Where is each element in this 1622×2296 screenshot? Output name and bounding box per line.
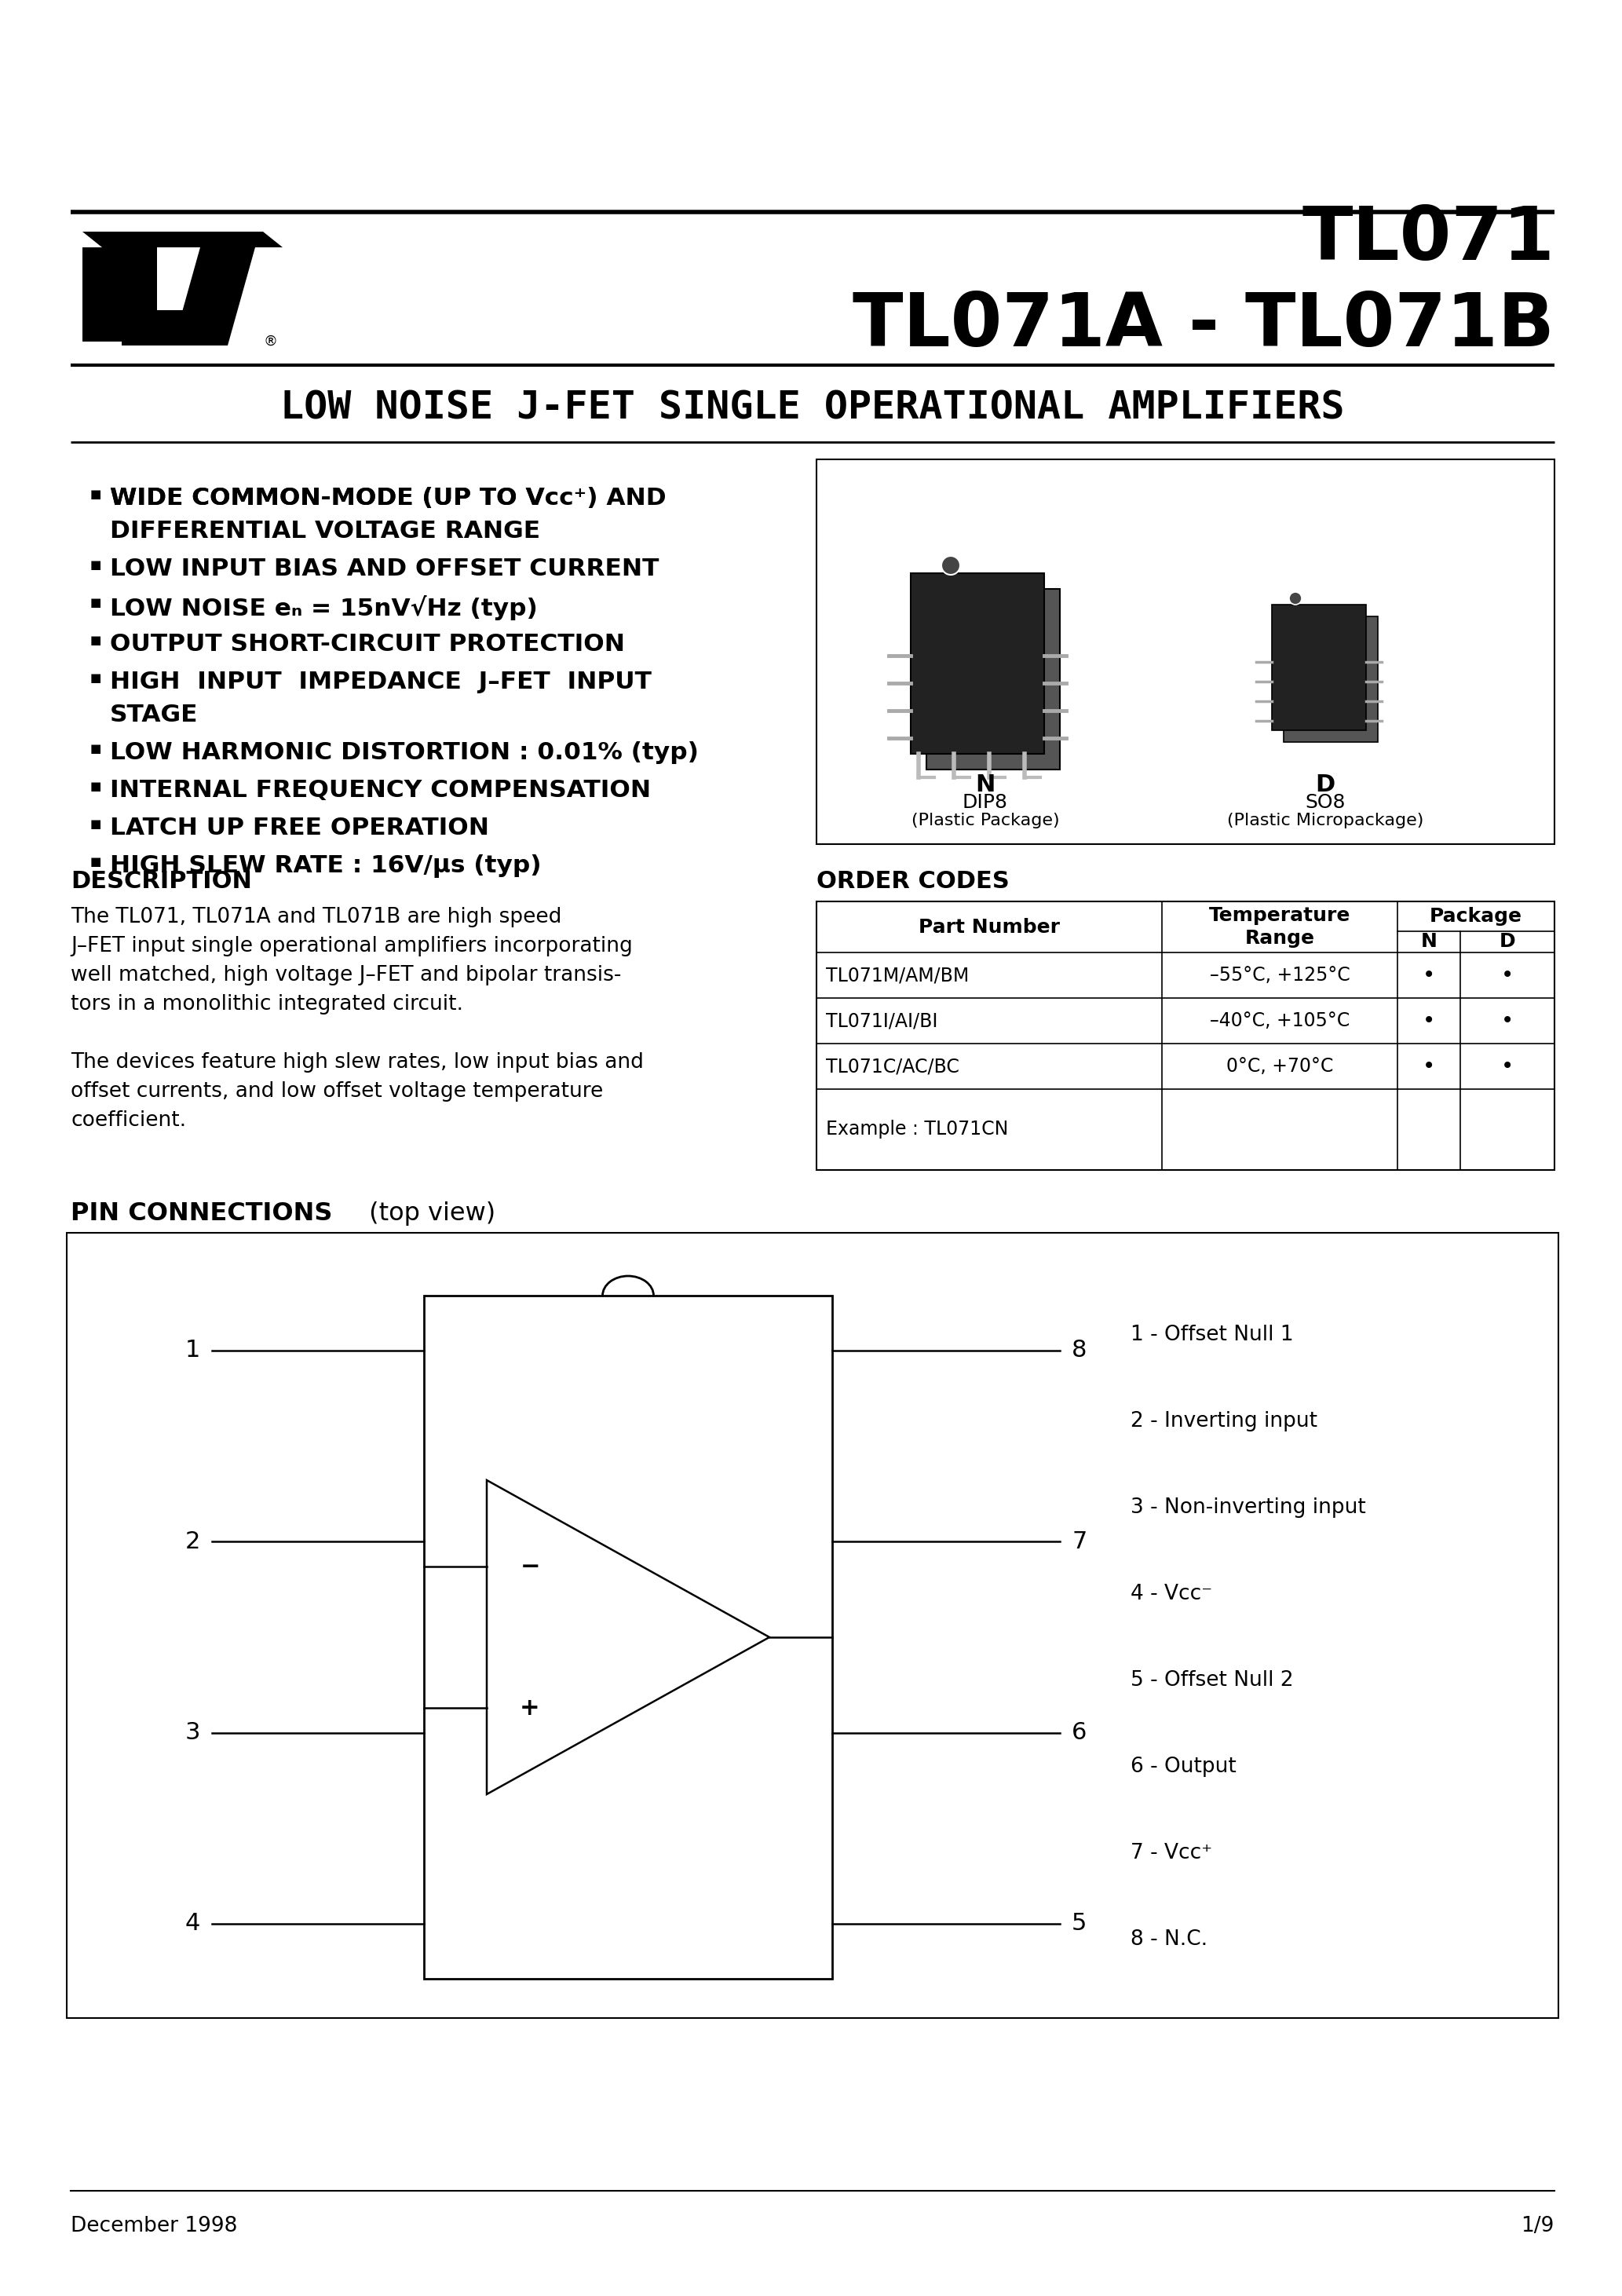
Text: 1 - Offset Null 1: 1 - Offset Null 1 <box>1131 1325 1293 1345</box>
Text: LOW HARMONIC DISTORTION : 0.01% (typ): LOW HARMONIC DISTORTION : 0.01% (typ) <box>110 742 699 765</box>
Text: •: • <box>1422 1056 1435 1077</box>
Text: The devices feature high slew rates, low input bias and
offset currents, and low: The devices feature high slew rates, low… <box>71 1052 644 1130</box>
Text: –40°C, +105°C: –40°C, +105°C <box>1210 1010 1350 1031</box>
Text: ■: ■ <box>91 744 102 755</box>
Text: LOW NOISE eₙ = 15nV√Hz (typ): LOW NOISE eₙ = 15nV√Hz (typ) <box>110 595 537 620</box>
Text: –55°C, +125°C: –55°C, +125°C <box>1210 967 1350 985</box>
Text: ■: ■ <box>91 597 102 608</box>
Circle shape <box>1289 592 1302 604</box>
Text: DESCRIPTION: DESCRIPTION <box>71 870 251 893</box>
Text: SO8: SO8 <box>1306 792 1346 813</box>
Text: D: D <box>1315 774 1335 797</box>
Text: Example : TL071CN: Example : TL071CN <box>826 1120 1009 1139</box>
Polygon shape <box>83 248 188 342</box>
Text: 7: 7 <box>1072 1529 1087 1552</box>
Text: +: + <box>521 1697 540 1720</box>
Text: •: • <box>1422 1010 1435 1031</box>
Text: 4: 4 <box>185 1913 200 1936</box>
Text: Temperature
Range: Temperature Range <box>1208 907 1351 948</box>
Polygon shape <box>157 248 200 310</box>
Bar <box>910 574 1045 753</box>
Polygon shape <box>172 248 255 344</box>
Text: •: • <box>1500 1010 1513 1031</box>
Text: ■: ■ <box>91 673 102 684</box>
Text: 4 - Vcc⁻: 4 - Vcc⁻ <box>1131 1584 1212 1605</box>
Text: TL071C/AC/BC: TL071C/AC/BC <box>826 1056 959 1077</box>
Polygon shape <box>83 232 282 248</box>
Text: •: • <box>1422 964 1435 987</box>
Text: 8 - N.C.: 8 - N.C. <box>1131 1929 1207 1949</box>
Text: LATCH UP FREE OPERATION: LATCH UP FREE OPERATION <box>110 817 490 840</box>
Text: N: N <box>975 774 996 797</box>
Text: Package: Package <box>1429 907 1523 925</box>
Text: TL071: TL071 <box>1302 204 1554 276</box>
Text: LOW INPUT BIAS AND OFFSET CURRENT: LOW INPUT BIAS AND OFFSET CURRENT <box>110 558 659 581</box>
Polygon shape <box>926 588 1059 769</box>
Text: ■: ■ <box>91 817 102 829</box>
Text: 6: 6 <box>1072 1722 1087 1745</box>
Text: 5: 5 <box>1072 1913 1087 1936</box>
Bar <box>1272 604 1366 730</box>
Bar <box>816 459 1554 845</box>
Text: WIDE COMMON-MODE (UP TO V: WIDE COMMON-MODE (UP TO V <box>110 487 545 510</box>
Text: 2 - Inverting input: 2 - Inverting input <box>1131 1412 1317 1430</box>
Text: ■: ■ <box>91 781 102 792</box>
Circle shape <box>941 556 960 574</box>
Text: OUTPUT SHORT-CIRCUIT PROTECTION: OUTPUT SHORT-CIRCUIT PROTECTION <box>110 634 624 657</box>
Bar <box>423 1295 832 1979</box>
Text: ORDER CODES: ORDER CODES <box>816 870 1009 893</box>
Text: PIN CONNECTIONS: PIN CONNECTIONS <box>71 1201 333 1226</box>
Text: 1: 1 <box>185 1339 200 1362</box>
Text: TL071I/AI/BI: TL071I/AI/BI <box>826 1010 938 1031</box>
Text: DIFFERENTIAL VOLTAGE RANGE: DIFFERENTIAL VOLTAGE RANGE <box>110 519 540 542</box>
Text: D: D <box>1499 932 1515 951</box>
Text: 3 - Non-inverting input: 3 - Non-inverting input <box>1131 1497 1366 1518</box>
Text: −: − <box>521 1554 540 1577</box>
Text: 7 - Vcc⁺: 7 - Vcc⁺ <box>1131 1844 1212 1864</box>
Text: 6 - Output: 6 - Output <box>1131 1756 1236 1777</box>
Text: ■: ■ <box>91 856 102 868</box>
Text: (Plastic Micropackage): (Plastic Micropackage) <box>1226 813 1424 829</box>
Bar <box>816 902 1554 1171</box>
Text: HIGH  INPUT  IMPEDANCE  J–FET  INPUT: HIGH INPUT IMPEDANCE J–FET INPUT <box>110 670 652 693</box>
Text: •: • <box>1500 964 1513 987</box>
Text: HIGH SLEW RATE : 16V/μs (typ): HIGH SLEW RATE : 16V/μs (typ) <box>110 854 542 877</box>
Text: STAGE: STAGE <box>110 703 198 726</box>
Text: 1/9: 1/9 <box>1521 2216 1554 2236</box>
Text: (top view): (top view) <box>362 1201 495 1226</box>
Text: 2: 2 <box>185 1529 200 1552</box>
Text: 8: 8 <box>1072 1339 1087 1362</box>
Text: Part Number: Part Number <box>918 918 1059 937</box>
Text: ■: ■ <box>91 634 102 645</box>
Text: ®: ® <box>264 335 277 349</box>
Text: LOW NOISE J-FET SINGLE OPERATIONAL AMPLIFIERS: LOW NOISE J-FET SINGLE OPERATIONAL AMPLI… <box>281 390 1345 427</box>
Polygon shape <box>1283 615 1377 742</box>
Text: 5 - Offset Null 2: 5 - Offset Null 2 <box>1131 1669 1293 1690</box>
Text: DIP8: DIP8 <box>962 792 1007 813</box>
Text: 3: 3 <box>185 1722 200 1745</box>
Text: WIDE COMMON-MODE (UP TO Vᴄᴄ⁺) AND: WIDE COMMON-MODE (UP TO Vᴄᴄ⁺) AND <box>110 487 667 510</box>
Text: ■: ■ <box>91 489 102 501</box>
Text: TL071A - TL071B: TL071A - TL071B <box>853 289 1554 363</box>
Polygon shape <box>122 310 204 344</box>
Text: TL071M/AM/BM: TL071M/AM/BM <box>826 967 968 985</box>
Text: N: N <box>1421 932 1437 951</box>
Text: December 1998: December 1998 <box>71 2216 237 2236</box>
Text: 0°C, +70°C: 0°C, +70°C <box>1226 1056 1333 1077</box>
Text: •: • <box>1500 1056 1513 1077</box>
Text: (Plastic Package): (Plastic Package) <box>912 813 1059 829</box>
Text: The TL071, TL071A and TL071B are high speed
J–FET input single operational ampli: The TL071, TL071A and TL071B are high sp… <box>71 907 633 1015</box>
Text: INTERNAL FREQUENCY COMPENSATION: INTERNAL FREQUENCY COMPENSATION <box>110 778 650 801</box>
Text: ■: ■ <box>91 560 102 572</box>
Bar <box>67 1233 1559 2018</box>
